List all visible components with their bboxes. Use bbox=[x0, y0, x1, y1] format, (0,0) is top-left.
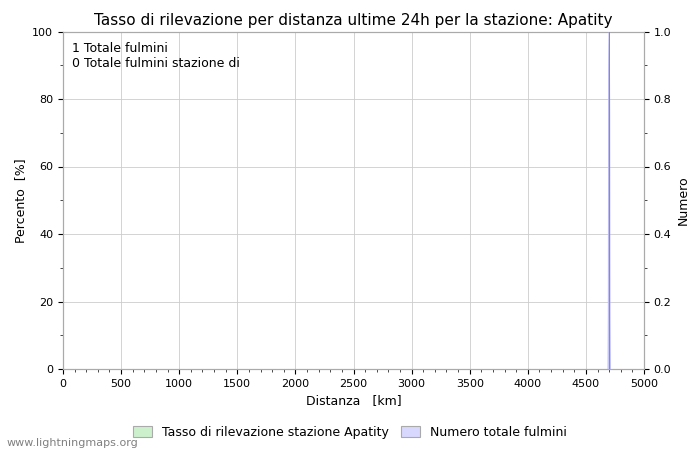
Y-axis label: Numero: Numero bbox=[677, 176, 690, 225]
Title: Tasso di rilevazione per distanza ultime 24h per la stazione: Apatity: Tasso di rilevazione per distanza ultime… bbox=[94, 13, 612, 27]
X-axis label: Distanza   [km]: Distanza [km] bbox=[306, 394, 401, 407]
Y-axis label: Percento  [%]: Percento [%] bbox=[14, 158, 27, 243]
Polygon shape bbox=[608, 32, 610, 369]
Text: 1 Totale fulmini
0 Totale fulmini stazione di: 1 Totale fulmini 0 Totale fulmini stazio… bbox=[71, 42, 239, 70]
Legend: Tasso di rilevazione stazione Apatity, Numero totale fulmini: Tasso di rilevazione stazione Apatity, N… bbox=[128, 421, 572, 444]
Text: www.lightningmaps.org: www.lightningmaps.org bbox=[7, 438, 139, 448]
